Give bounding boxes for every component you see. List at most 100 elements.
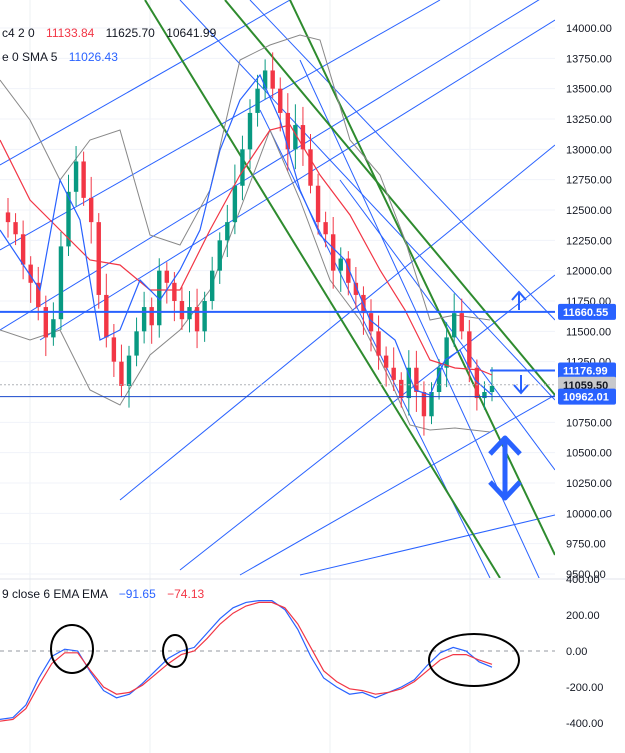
candle-body bbox=[66, 191, 71, 247]
candle bbox=[285, 93, 291, 171]
candle-body bbox=[346, 258, 351, 283]
price-tick-label: 13500.00 bbox=[566, 84, 612, 96]
bb-basis-line bbox=[0, 124, 493, 376]
descending-fan-line bbox=[299, 59, 540, 578]
up-arrow-icon bbox=[511, 290, 527, 310]
candle bbox=[353, 266, 359, 309]
candle bbox=[451, 293, 457, 347]
price-tick-label: 9500.00 bbox=[566, 569, 606, 581]
candle-body bbox=[119, 361, 124, 386]
macd-tick-label: 200.00 bbox=[566, 610, 600, 622]
candle bbox=[28, 256, 33, 303]
price-tick-label: 9750.00 bbox=[566, 539, 606, 551]
price-tag-box bbox=[558, 303, 616, 320]
candle-body bbox=[88, 197, 94, 223]
candle bbox=[88, 176, 94, 244]
candle-body bbox=[202, 301, 207, 332]
candle bbox=[134, 317, 139, 367]
candle bbox=[43, 295, 49, 357]
candle-body bbox=[323, 222, 328, 235]
candle bbox=[444, 322, 449, 388]
price-tick-label: 12500.00 bbox=[566, 205, 612, 217]
candle-body bbox=[240, 149, 245, 186]
price-candles bbox=[5, 52, 495, 436]
candle bbox=[346, 251, 351, 296]
price-tick-label: 11500.00 bbox=[566, 326, 611, 338]
descending-fan-line bbox=[249, 0, 555, 321]
candle-body bbox=[5, 212, 11, 223]
ascending-fan-line bbox=[179, 274, 555, 571]
candle-body bbox=[300, 125, 306, 150]
candle bbox=[141, 291, 147, 344]
candle bbox=[194, 288, 200, 349]
candle bbox=[330, 217, 336, 289]
candle bbox=[270, 52, 275, 98]
candle bbox=[436, 359, 442, 400]
candle bbox=[81, 151, 86, 206]
candle-body bbox=[308, 149, 313, 186]
signal-value: −74.13 bbox=[167, 587, 204, 601]
candle bbox=[383, 346, 389, 387]
bb-legend: c4 2 0 11133.84 11625.70 10641.99 bbox=[2, 26, 217, 40]
candle bbox=[361, 286, 366, 335]
bb-prefix: c4 2 0 bbox=[2, 26, 35, 40]
candle-body bbox=[451, 313, 457, 338]
candle bbox=[157, 258, 162, 338]
bollinger-bands bbox=[0, 34, 491, 433]
sma-prefix: e 0 SMA 5 bbox=[2, 50, 58, 64]
candle bbox=[126, 345, 132, 408]
bb-upper: 11625.70 bbox=[106, 26, 155, 40]
candle bbox=[391, 347, 396, 391]
candle-body bbox=[459, 313, 464, 332]
arrow-annotations bbox=[488, 290, 529, 501]
candle bbox=[179, 286, 185, 330]
candle-body bbox=[225, 222, 230, 241]
candle-body bbox=[262, 70, 268, 89]
candle bbox=[300, 106, 306, 166]
highlight-circle bbox=[50, 624, 94, 674]
descending-fan-line bbox=[339, 179, 555, 471]
candle bbox=[240, 135, 245, 201]
highlight-circle bbox=[162, 634, 188, 668]
price-tick-label: 13250.00 bbox=[566, 114, 612, 126]
candle-body bbox=[164, 270, 170, 283]
price-axis: 14000.00 13750.00 13500.00 13250.00 13000.00… bbox=[566, 23, 612, 730]
candle bbox=[209, 256, 215, 310]
candle bbox=[225, 204, 230, 258]
candle-body bbox=[293, 125, 298, 150]
candle bbox=[482, 381, 487, 410]
candle bbox=[104, 273, 109, 348]
down-arrow-icon bbox=[513, 375, 529, 395]
bb-upper-band bbox=[0, 34, 491, 321]
candle-body bbox=[194, 307, 200, 332]
price-tick-label: 13750.00 bbox=[566, 53, 612, 65]
candle bbox=[489, 367, 495, 402]
price-tag-label: 10962.01 bbox=[563, 392, 609, 404]
candle bbox=[429, 382, 434, 425]
candle-body bbox=[73, 161, 79, 192]
bb-basis: 11133.84 bbox=[46, 26, 95, 40]
price-tick-label: 12000.00 bbox=[566, 266, 612, 278]
descending-fan-line bbox=[179, 0, 555, 401]
candle-body bbox=[376, 331, 381, 356]
candle bbox=[217, 232, 222, 284]
green-channel-line bbox=[224, 0, 555, 396]
trend-fan-lines bbox=[0, 0, 555, 578]
highlight-circle bbox=[428, 633, 520, 687]
price-tick-label: 10500.00 bbox=[566, 448, 612, 460]
price-tag: 11176.99 bbox=[558, 362, 616, 379]
macd-tick-label: 0.00 bbox=[566, 646, 587, 658]
ascending-fan-line bbox=[0, 0, 441, 251]
candle-body bbox=[270, 70, 275, 89]
candle bbox=[164, 262, 170, 304]
candle bbox=[51, 302, 56, 346]
candle-body bbox=[383, 355, 389, 368]
candle-body bbox=[444, 337, 449, 368]
ascending-fan-line bbox=[0, 0, 291, 166]
candle-body bbox=[353, 282, 359, 295]
sma-legend: e 0 SMA 5 11026.43 bbox=[2, 50, 118, 64]
macd-tick-label: -400.00 bbox=[566, 718, 603, 730]
macd-line bbox=[0, 599, 493, 720]
candle-body bbox=[429, 392, 434, 417]
